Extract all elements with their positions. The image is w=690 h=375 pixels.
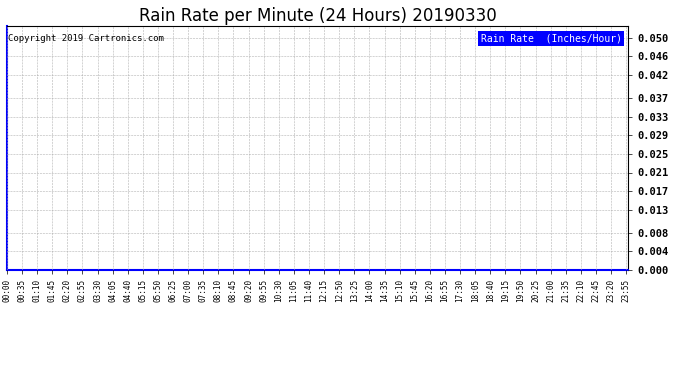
Title: Rain Rate per Minute (24 Hours) 20190330: Rain Rate per Minute (24 Hours) 20190330 (139, 7, 496, 25)
Text: Copyright 2019 Cartronics.com: Copyright 2019 Cartronics.com (8, 34, 164, 43)
Text: Rain Rate  (Inches/Hour): Rain Rate (Inches/Hour) (481, 34, 622, 44)
